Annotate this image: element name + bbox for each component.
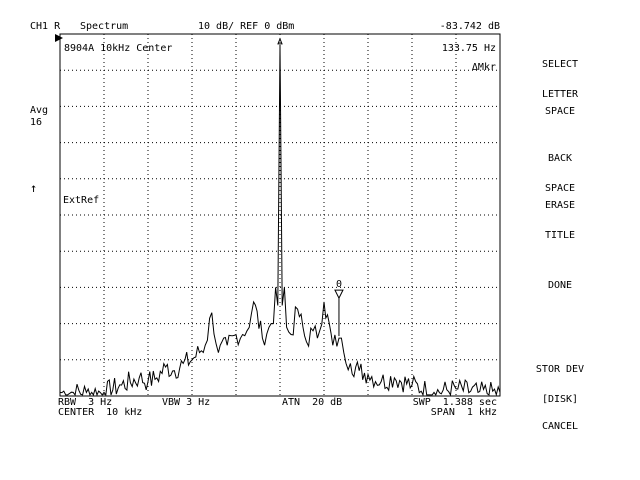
softkey-label: ERASE xyxy=(544,200,576,211)
softkey-label: SPACE xyxy=(544,183,576,194)
softkey-back-space[interactable]: BACK SPACE xyxy=(512,134,608,204)
delta-marker-label: 0 xyxy=(336,279,342,290)
mode-label: Spectrum xyxy=(80,21,129,32)
softkey-label: BACK xyxy=(547,153,573,164)
ref-level-triangle-icon xyxy=(55,34,63,42)
grid-lines xyxy=(60,34,500,396)
vbw-label: VBW 3 Hz xyxy=(162,397,211,408)
softkey-select-letter[interactable]: SELECT LETTER xyxy=(512,40,608,110)
avg-label: Avg xyxy=(30,105,49,116)
spectrum-display: 0 xyxy=(55,33,501,397)
delta-marker-icon xyxy=(334,289,344,300)
softkey-label: TITLE xyxy=(544,230,576,241)
softkey-label: [DISK] xyxy=(541,394,579,405)
reference-marker-icon xyxy=(277,37,283,45)
sweep-time-label: SWP 1.388 sec xyxy=(412,397,497,408)
softkey-label: DONE xyxy=(547,280,573,291)
display-title: 8904A 10kHz Center xyxy=(64,43,173,54)
softkey-erase-title[interactable]: ERASE TITLE xyxy=(512,181,608,251)
softkey-stor-dev[interactable]: STOR DEV [DISK] xyxy=(512,345,608,415)
trace-layer: 0 xyxy=(59,37,501,397)
atn-label: ATN 20 dB xyxy=(282,397,343,408)
marker-mode: ΔMkr xyxy=(471,62,496,73)
marker-value: -83.742 dB xyxy=(439,21,500,32)
softkey-label: SELECT xyxy=(541,59,579,70)
spectrum-trace xyxy=(59,44,501,397)
span-label: SPAN 1 kHz xyxy=(430,407,497,418)
softkey-done[interactable]: DONE xyxy=(512,261,608,301)
center-frequency-label: CENTER 10 kHz xyxy=(58,407,143,418)
softkey-cancel[interactable]: CANCEL xyxy=(512,402,608,442)
softkey-label: LETTER xyxy=(541,89,579,100)
extref-label: ExtRef xyxy=(63,195,100,206)
softkey-label: STOR DEV xyxy=(535,364,585,375)
avg-count: 16 xyxy=(30,117,43,128)
softkey-label: SPACE xyxy=(544,106,576,117)
rbw-label: RBW 3 Hz xyxy=(58,397,113,408)
up-arrow-icon: ↑ xyxy=(30,181,38,195)
softkey-space[interactable]: SPACE xyxy=(512,87,608,127)
channel-label: CH1 R xyxy=(30,21,61,32)
softkey-label: CANCEL xyxy=(541,421,579,432)
scale-label: 10 dB/ REF 0 dBm xyxy=(198,21,295,32)
marker-frequency: 133.75 Hz xyxy=(441,43,496,54)
